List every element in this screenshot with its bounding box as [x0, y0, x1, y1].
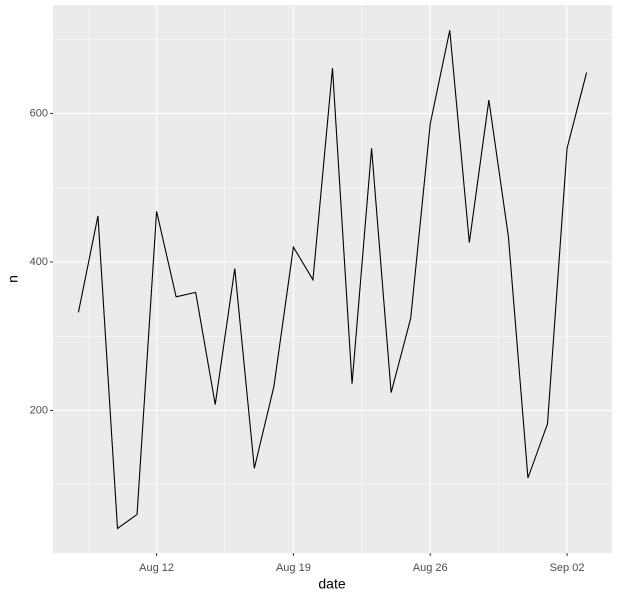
x-tick-label: Sep 02 — [550, 562, 585, 574]
x-tick-label: Aug 12 — [139, 562, 174, 574]
x-axis-title: date — [318, 576, 345, 592]
y-axis-title: n — [5, 275, 21, 283]
y-tick-label: 200 — [30, 404, 48, 416]
line — [77, 30, 588, 530]
y-tick-label: 600 — [30, 107, 48, 119]
x-tick-label: Aug 19 — [276, 562, 311, 574]
panel — [53, 5, 612, 553]
y-tick-label: 400 — [30, 256, 48, 268]
x-tick-label: Aug 26 — [413, 562, 448, 574]
